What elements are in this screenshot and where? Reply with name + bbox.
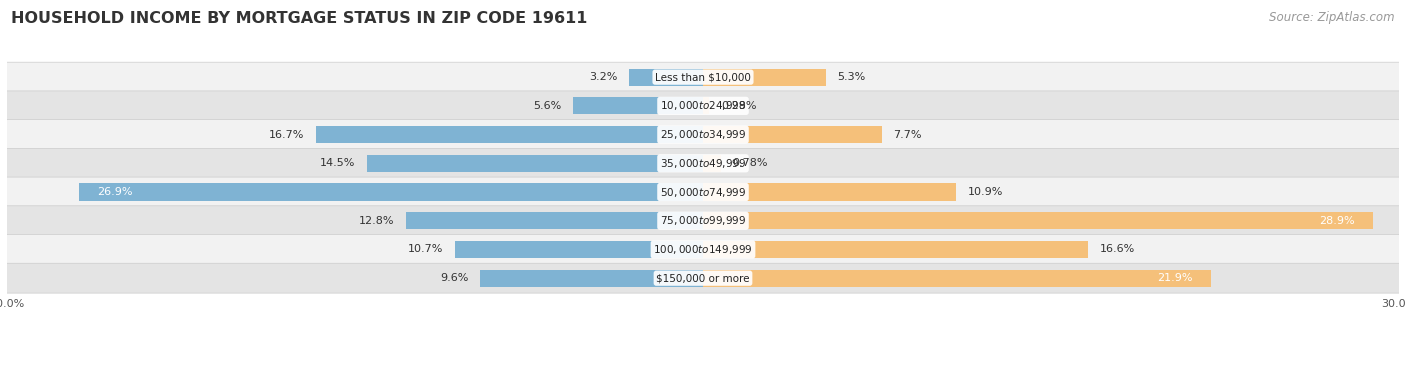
Bar [574,97,703,115]
Text: 12.8%: 12.8% [359,216,395,226]
Text: $150,000 or more: $150,000 or more [657,273,749,283]
FancyBboxPatch shape [6,234,1400,264]
Text: 10.7%: 10.7% [408,245,443,254]
Bar [703,183,956,201]
Text: 3.2%: 3.2% [589,72,617,82]
Text: 7.7%: 7.7% [893,130,922,139]
Bar [703,241,1088,258]
Text: 5.6%: 5.6% [533,101,561,111]
Bar [703,155,721,172]
Text: 0.28%: 0.28% [721,101,756,111]
FancyBboxPatch shape [6,177,1400,207]
FancyBboxPatch shape [6,149,1400,178]
Text: $10,000 to $24,999: $10,000 to $24,999 [659,99,747,112]
FancyBboxPatch shape [6,263,1400,293]
Text: 16.7%: 16.7% [269,130,304,139]
Text: 26.9%: 26.9% [97,187,134,197]
Text: $75,000 to $99,999: $75,000 to $99,999 [659,214,747,227]
Text: $50,000 to $74,999: $50,000 to $74,999 [659,186,747,198]
Bar [79,183,703,201]
Text: $25,000 to $34,999: $25,000 to $34,999 [659,128,747,141]
Text: HOUSEHOLD INCOME BY MORTGAGE STATUS IN ZIP CODE 19611: HOUSEHOLD INCOME BY MORTGAGE STATUS IN Z… [11,11,588,26]
Bar [481,270,703,287]
Bar [454,241,703,258]
Text: 5.3%: 5.3% [838,72,866,82]
Bar [703,68,825,86]
Text: 14.5%: 14.5% [319,158,354,168]
FancyBboxPatch shape [6,206,1400,235]
Text: 16.6%: 16.6% [1099,245,1135,254]
Bar [406,212,703,229]
Bar [628,68,703,86]
Text: Source: ZipAtlas.com: Source: ZipAtlas.com [1270,11,1395,24]
Bar [703,97,710,115]
Text: 10.9%: 10.9% [967,187,1002,197]
Bar [367,155,703,172]
Text: 28.9%: 28.9% [1319,216,1355,226]
Text: Less than $10,000: Less than $10,000 [655,72,751,82]
FancyBboxPatch shape [6,120,1400,150]
Text: $100,000 to $149,999: $100,000 to $149,999 [654,243,752,256]
FancyBboxPatch shape [6,62,1400,92]
Bar [703,212,1374,229]
Text: 0.78%: 0.78% [733,158,768,168]
Bar [315,126,703,143]
Bar [703,270,1211,287]
Text: $35,000 to $49,999: $35,000 to $49,999 [659,157,747,170]
Bar [703,126,882,143]
FancyBboxPatch shape [6,91,1400,121]
Text: 9.6%: 9.6% [440,273,468,283]
Text: 21.9%: 21.9% [1157,273,1192,283]
